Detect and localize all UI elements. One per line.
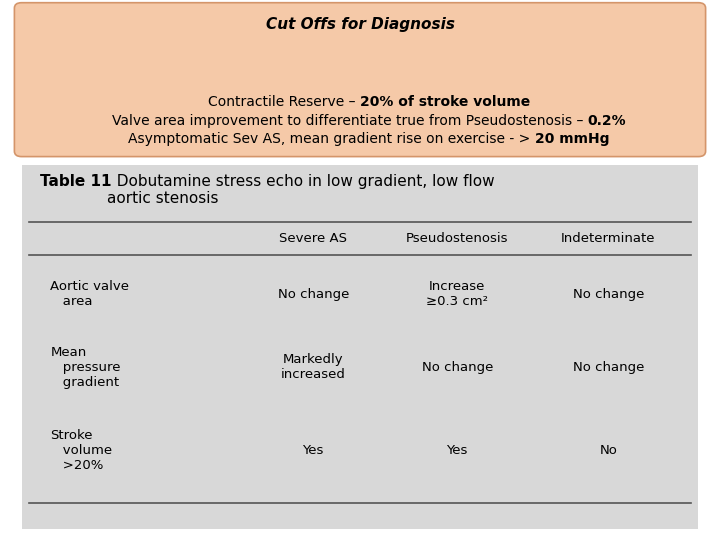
Text: 20 mmHg: 20 mmHg [535,132,610,146]
FancyBboxPatch shape [22,165,698,529]
Text: Yes: Yes [302,444,324,457]
Text: Markedly
increased: Markedly increased [281,353,346,381]
Text: 0.2%: 0.2% [588,113,626,127]
Text: No change: No change [277,288,349,301]
Text: Severe AS: Severe AS [279,232,347,245]
Text: 20% of stroke volume: 20% of stroke volume [360,95,530,109]
Text: Dobutamine stress echo in low gradient, low flow
aortic stenosis: Dobutamine stress echo in low gradient, … [107,174,495,206]
Text: Mean
   pressure
   gradient: Mean pressure gradient [50,346,121,389]
Text: Indeterminate: Indeterminate [561,232,656,245]
Text: Contractile Reserve –: Contractile Reserve – [208,95,360,109]
Text: No change: No change [572,361,644,374]
Text: Increase
≥0.3 cm²: Increase ≥0.3 cm² [426,280,488,308]
Text: No change: No change [421,361,493,374]
Text: No: No [600,444,617,457]
Text: Asymptomatic Sev AS, mean gradient rise on exercise - >: Asymptomatic Sev AS, mean gradient rise … [128,132,535,146]
Text: Cut Offs for Diagnosis: Cut Offs for Diagnosis [266,17,454,32]
Text: Valve area improvement to differentiate true from Pseudostenosis –: Valve area improvement to differentiate … [112,113,588,127]
Text: Stroke
   volume
   >20%: Stroke volume >20% [50,429,112,472]
Text: Pseudostenosis: Pseudostenosis [406,232,508,245]
Text: Table 11: Table 11 [40,174,111,189]
Text: Aortic valve
   area: Aortic valve area [50,280,130,308]
FancyBboxPatch shape [14,3,706,157]
Text: Yes: Yes [446,444,468,457]
Text: No change: No change [572,288,644,301]
